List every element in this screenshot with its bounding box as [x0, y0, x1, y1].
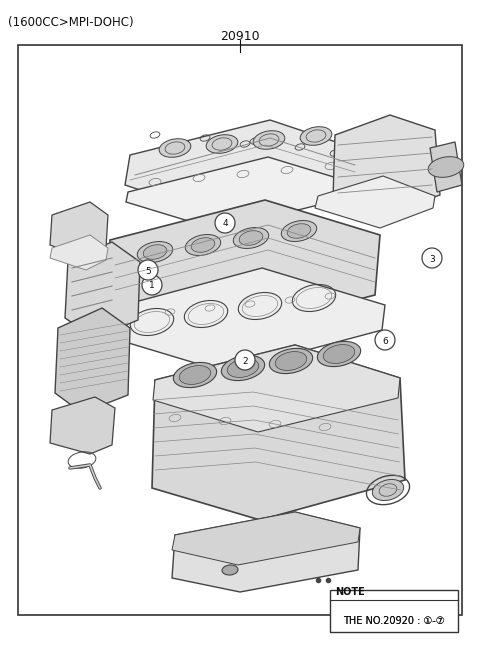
Polygon shape: [126, 157, 360, 230]
Polygon shape: [430, 142, 462, 192]
Ellipse shape: [143, 245, 167, 259]
Ellipse shape: [428, 157, 464, 178]
Text: 1: 1: [149, 282, 155, 291]
FancyBboxPatch shape: [18, 45, 462, 615]
Ellipse shape: [221, 356, 264, 381]
Polygon shape: [172, 512, 360, 565]
Ellipse shape: [317, 341, 360, 367]
Polygon shape: [152, 345, 405, 520]
Text: 2: 2: [242, 356, 248, 365]
Polygon shape: [50, 235, 108, 270]
Polygon shape: [153, 345, 400, 432]
Polygon shape: [125, 120, 360, 215]
Text: THE NO.20920 : ①-⑦: THE NO.20920 : ①-⑦: [343, 616, 445, 626]
Ellipse shape: [239, 231, 263, 245]
Circle shape: [375, 330, 395, 350]
Ellipse shape: [173, 362, 216, 388]
Polygon shape: [65, 242, 140, 338]
Circle shape: [422, 248, 442, 268]
Polygon shape: [102, 268, 385, 372]
Polygon shape: [315, 176, 435, 228]
Ellipse shape: [269, 348, 312, 373]
Text: NOTE: NOTE: [335, 587, 365, 597]
Polygon shape: [55, 308, 130, 413]
Ellipse shape: [185, 234, 221, 255]
Ellipse shape: [287, 224, 311, 238]
Circle shape: [215, 213, 235, 233]
Text: 6: 6: [382, 337, 388, 345]
Polygon shape: [172, 512, 360, 592]
Text: 3: 3: [429, 255, 435, 263]
Ellipse shape: [372, 479, 404, 500]
Text: 20910: 20910: [220, 30, 260, 43]
Ellipse shape: [323, 345, 355, 364]
Text: THE NO.20920 : ①-⑦: THE NO.20920 : ①-⑦: [343, 616, 445, 626]
Text: 5: 5: [145, 267, 151, 276]
Ellipse shape: [253, 131, 285, 149]
Ellipse shape: [281, 221, 317, 242]
Ellipse shape: [233, 227, 269, 248]
Polygon shape: [50, 202, 108, 258]
Circle shape: [138, 260, 158, 280]
Text: 4: 4: [222, 219, 228, 229]
FancyBboxPatch shape: [330, 590, 458, 632]
Circle shape: [142, 275, 162, 295]
Text: (1600CC>MPI-DOHC): (1600CC>MPI-DOHC): [8, 16, 133, 29]
Ellipse shape: [275, 352, 307, 371]
Ellipse shape: [159, 139, 191, 157]
Polygon shape: [333, 115, 440, 215]
Circle shape: [235, 350, 255, 370]
Ellipse shape: [137, 242, 173, 263]
Ellipse shape: [206, 135, 238, 153]
Ellipse shape: [227, 358, 259, 377]
Polygon shape: [50, 397, 115, 454]
Ellipse shape: [222, 565, 238, 575]
Ellipse shape: [179, 365, 211, 384]
Polygon shape: [108, 200, 380, 335]
Ellipse shape: [300, 126, 332, 145]
Ellipse shape: [191, 238, 215, 252]
